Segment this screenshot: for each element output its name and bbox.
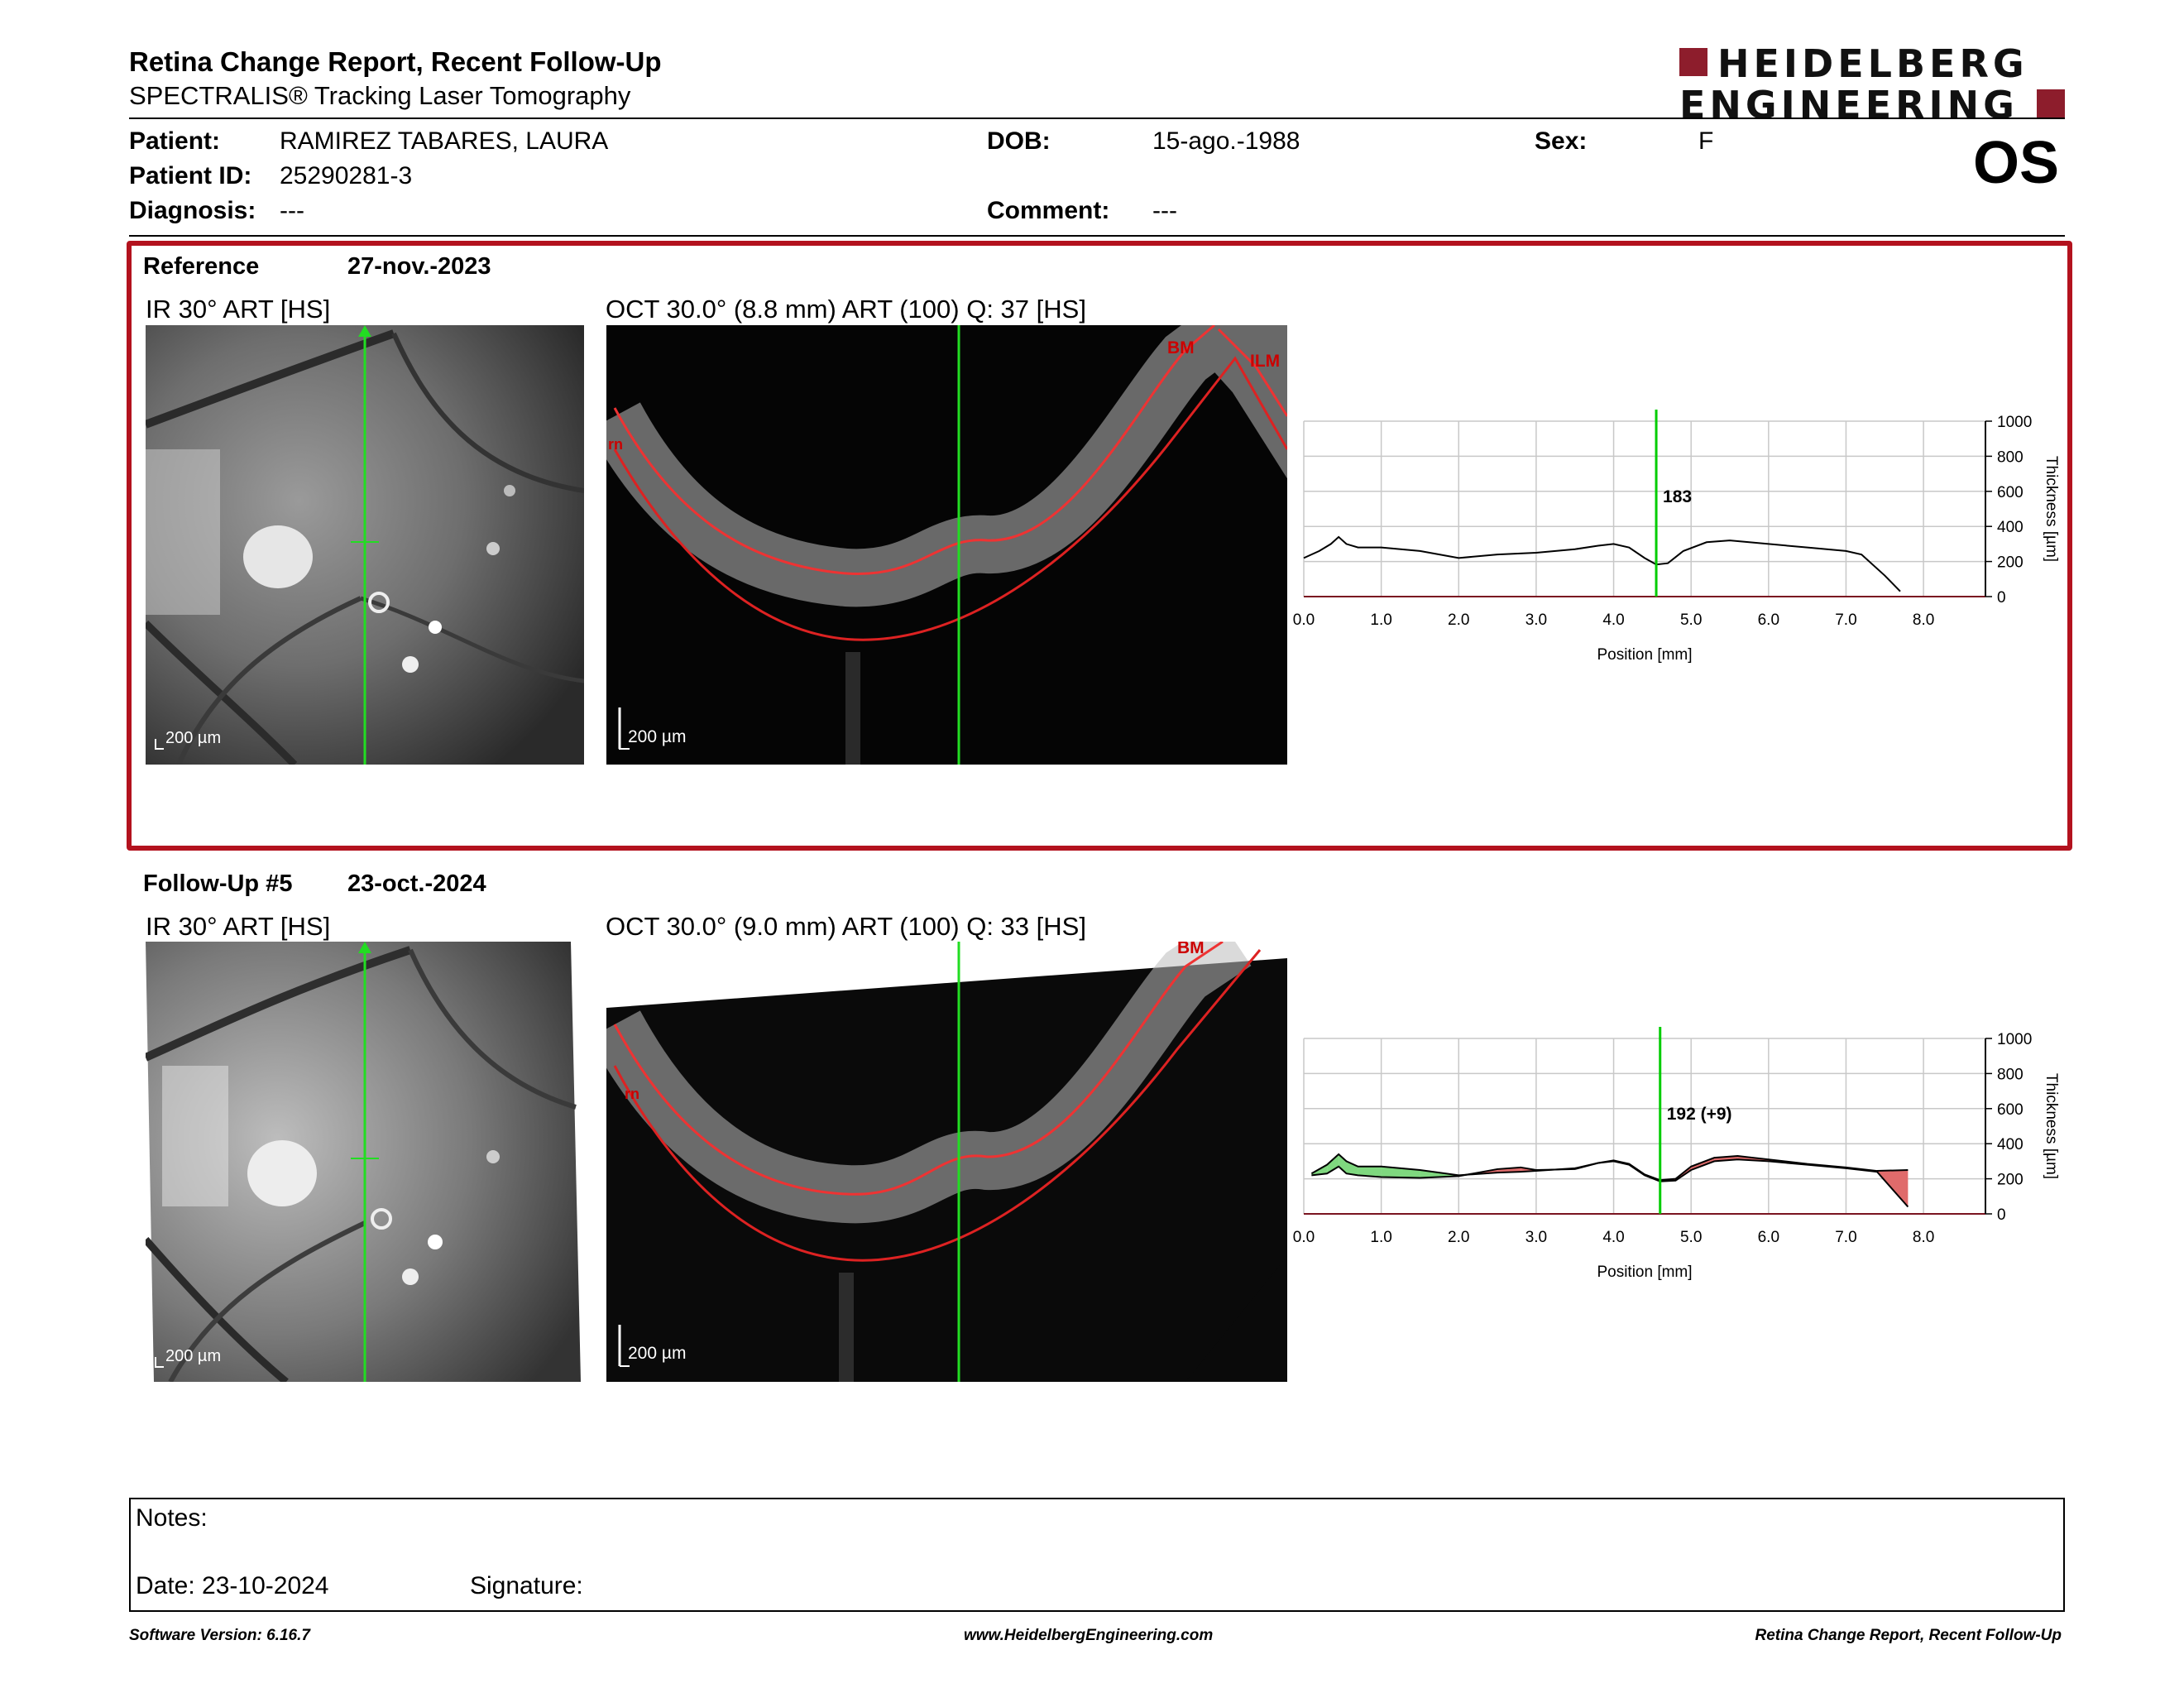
x-tick-label: 4.0 <box>1602 611 1624 629</box>
y-axis-label: Thickness [µm] <box>2043 456 2060 562</box>
decrease-area <box>1327 1153 1339 1174</box>
x-tick-label: 5.0 <box>1680 1229 1702 1246</box>
series-line-0 <box>1310 1153 1909 1208</box>
followup-ir-scale: 200 µm <box>165 1347 222 1365</box>
followup-ir-image: 200 µm <box>146 942 584 1382</box>
cursor-value-label: 192 (+9) <box>1667 1105 1732 1124</box>
y-tick-label: 800 <box>1997 1066 2024 1083</box>
patient-id-label: Patient ID: <box>129 162 252 189</box>
x-tick-label: 2.0 <box>1448 1229 1469 1246</box>
x-axis-label: Position [mm] <box>1597 646 1692 664</box>
x-tick-label: 8.0 <box>1913 611 1934 629</box>
x-tick-label: 0.0 <box>1293 1229 1315 1246</box>
x-axis-label: Position [mm] <box>1597 1264 1692 1281</box>
footer-software-version: Software Version: 6.16.7 <box>129 1627 310 1644</box>
followup-thickness-chart: 0.0 1.0 2.0 3.0 4.0 5.0 6.0 7.0 8.0 0 200 400 600 800… <box>1293 1027 2060 1281</box>
sex-value: F <box>1698 127 1714 155</box>
followup-oct-caption: OCT 30.0° (9.0 mm) ART (100) Q: 33 [HS] <box>606 912 1086 941</box>
comment-label: Comment: <box>987 197 1110 224</box>
followup-rn-label: rn <box>625 1086 639 1102</box>
comment-value: --- <box>1152 197 1177 224</box>
x-tick-label: 6.0 <box>1758 611 1779 629</box>
x-tick-label: 4.0 <box>1602 1229 1624 1246</box>
x-tick-label: 8.0 <box>1913 1229 1934 1246</box>
x-tick-label: 5.0 <box>1680 611 1702 629</box>
notes-box <box>129 1498 2065 1612</box>
patient-name: RAMIREZ TABARES, LAURA <box>280 127 609 155</box>
y-tick-label: 600 <box>1997 484 2024 501</box>
reference-ir-scale: 200 µm <box>165 729 222 747</box>
diagnosis-label: Diagnosis: <box>129 197 256 224</box>
followup-oct-image: BM rn 200 µm <box>606 942 1287 1382</box>
decrease-area <box>1339 1153 1347 1174</box>
y-tick-label: 1000 <box>1997 414 2032 431</box>
x-tick-label: 1.0 <box>1370 1229 1391 1246</box>
date-field: Date: 23-10-2024 <box>136 1572 329 1599</box>
followup-label: Follow-Up #5 <box>143 870 293 897</box>
diagnosis-value: --- <box>280 197 304 224</box>
y-tick-label: 600 <box>1997 1101 2024 1119</box>
reference-ir-caption: IR 30° ART [HS] <box>146 295 331 324</box>
report-subtitle: SPECTRALIS® Tracking Laser Tomography <box>129 81 631 110</box>
series-line-1 <box>1311 1155 1909 1182</box>
reference-panel <box>127 241 2072 851</box>
reference-oct-caption: OCT 30.0° (8.8 mm) ART (100) Q: 37 [HS] <box>606 295 1086 324</box>
dob-label: DOB: <box>987 127 1051 155</box>
footer-website[interactable]: www.HeidelbergEngineering.com <box>964 1627 1214 1644</box>
x-tick-label: 1.0 <box>1370 611 1391 629</box>
y-tick-label: 400 <box>1997 519 2024 536</box>
y-tick-label: 1000 <box>1997 1031 2032 1048</box>
x-tick-label: 0.0 <box>1293 611 1315 629</box>
y-tick-label: 200 <box>1997 1172 2024 1189</box>
report-title: Retina Change Report, Recent Follow-Up <box>129 46 662 77</box>
x-tick-label: 3.0 <box>1525 611 1547 629</box>
followup-ir-caption: IR 30° ART [HS] <box>146 912 331 941</box>
y-tick-label: 800 <box>1997 448 2024 466</box>
followup-date: 23-oct.-2024 <box>347 870 486 897</box>
patient-label: Patient: <box>129 127 221 155</box>
reference-bm-label: BM <box>1167 338 1195 357</box>
reference-label: Reference <box>143 253 260 280</box>
sex-label: Sex: <box>1535 127 1588 155</box>
followup-bm-label: BM <box>1177 942 1205 957</box>
eye-indicator: OS <box>1973 130 2060 196</box>
decrease-area <box>1346 1161 1358 1176</box>
notes-label: Notes: <box>136 1504 208 1532</box>
x-tick-label: 7.0 <box>1835 1229 1856 1246</box>
x-tick-label: 3.0 <box>1525 1229 1547 1246</box>
cursor-value-label: 183 <box>1663 487 1692 506</box>
reference-oct-image: BM ILM rn 200 µm <box>606 325 1287 765</box>
y-tick-label: 200 <box>1997 554 2024 572</box>
decrease-area <box>1358 1166 1382 1177</box>
dob-value: 15-ago.-1988 <box>1152 127 1300 155</box>
x-tick-label: 7.0 <box>1835 611 1856 629</box>
x-tick-label: 2.0 <box>1448 611 1469 629</box>
y-tick-label: 400 <box>1997 1136 2024 1153</box>
reference-ilm-label: ILM <box>1250 352 1281 371</box>
y-axis-label: Thickness [µm] <box>2043 1073 2060 1179</box>
reference-thickness-chart: 0.0 1.0 2.0 3.0 4.0 5.0 6.0 7.0 8.0 0 200 400 600 800… <box>1293 410 2060 664</box>
reference-oct-scale: 200 µm <box>628 727 687 746</box>
series-line-0 <box>1303 535 1901 592</box>
reference-ir-image: 200 µm <box>146 325 584 765</box>
y-tick-label: 0 <box>1997 589 2006 607</box>
x-tick-label: 6.0 <box>1758 1229 1779 1246</box>
followup-oct-scale: 200 µm <box>628 1344 687 1363</box>
reference-date: 27-nov.-2023 <box>347 253 491 280</box>
footer-report-name: Retina Change Report, Recent Follow-Up <box>1755 1627 2062 1644</box>
reference-rn-label: rn <box>608 436 623 453</box>
heidelberg-logo: HEIDELBERG ENGINEERING <box>1679 45 2065 124</box>
patient-id: 25290281-3 <box>280 162 413 189</box>
y-tick-label: 0 <box>1997 1206 2006 1224</box>
signature-field: Signature: <box>470 1572 583 1599</box>
